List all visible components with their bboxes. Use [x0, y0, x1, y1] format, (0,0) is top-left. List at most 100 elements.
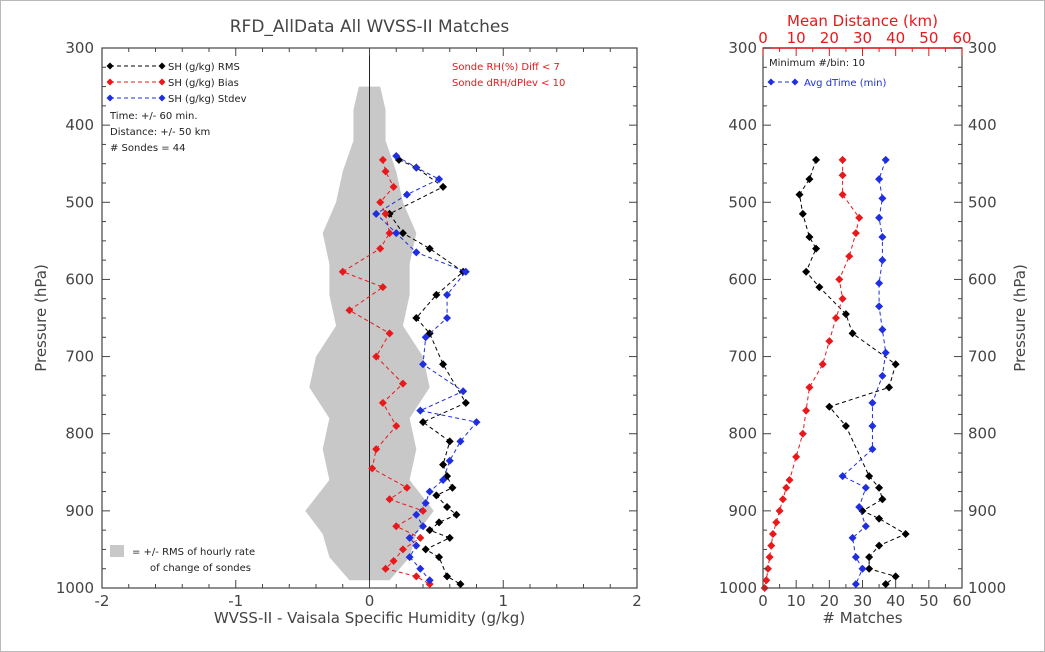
x2-tick-label: 60 — [952, 29, 971, 47]
data-point — [785, 476, 794, 484]
data-point — [851, 553, 860, 562]
data-point — [452, 510, 461, 519]
data-point — [825, 337, 834, 346]
x2-tick-label: 30 — [853, 29, 872, 47]
x-tick-label: 2 — [632, 592, 642, 610]
data-point — [891, 360, 900, 369]
x-tick-label: 50 — [919, 592, 938, 610]
data-point — [841, 310, 850, 319]
band-legend-swatch — [110, 545, 124, 557]
data-point — [878, 256, 887, 265]
data-point — [435, 518, 444, 527]
data-point — [762, 576, 771, 585]
data-point — [818, 360, 827, 369]
x2-tick-label: 50 — [919, 29, 938, 47]
data-point — [443, 572, 452, 581]
data-point — [775, 506, 784, 515]
data-point — [885, 383, 894, 392]
y-tick-label: 1000 — [56, 579, 94, 597]
data-point — [385, 229, 394, 238]
data-point — [412, 541, 421, 550]
data-point — [443, 314, 452, 322]
data-point — [865, 472, 874, 481]
data-point — [372, 445, 381, 454]
data-point — [805, 383, 814, 392]
data-point — [381, 209, 390, 218]
data-point — [855, 213, 864, 222]
data-point — [419, 360, 427, 369]
data-point — [456, 580, 465, 588]
data-point — [435, 175, 444, 184]
x-tick-label: 10 — [787, 592, 806, 610]
x-axis-label: WVSS-II - Vaisala Specific Humidity (g/k… — [214, 609, 525, 627]
data-point — [878, 495, 887, 504]
data-point — [385, 495, 394, 504]
legend-label: Avg dTime (min) — [804, 78, 886, 89]
data-point — [392, 422, 401, 430]
x-tick-label: 60 — [952, 592, 971, 610]
y-tick-label: 900 — [728, 502, 757, 520]
data-point — [901, 530, 910, 538]
data-point — [445, 456, 454, 465]
data-point — [392, 152, 401, 160]
right-legend: Minimum #/bin: 10 Avg dTime (min) — [767, 58, 886, 89]
right-x2-axis-label: Mean Distance (km) — [787, 12, 938, 30]
left-series-layer — [338, 152, 481, 588]
data-point — [461, 398, 470, 407]
x-tick-label: 0 — [758, 592, 768, 610]
data-point — [398, 229, 407, 238]
data-point — [848, 533, 857, 542]
data-point — [416, 564, 425, 573]
x2-tick-label: 40 — [886, 29, 905, 47]
data-point — [838, 294, 847, 303]
data-point — [855, 503, 864, 511]
data-point — [425, 244, 434, 253]
data-point — [795, 190, 804, 199]
data-point — [405, 533, 414, 542]
legend-marker — [158, 62, 166, 70]
data-point — [425, 576, 434, 585]
data-point — [392, 229, 401, 238]
x-tick-label: -1 — [228, 592, 243, 610]
data-point — [838, 155, 847, 164]
right-x-axis-label: # Matches — [822, 609, 902, 627]
data-point — [782, 483, 791, 492]
data-point — [425, 487, 434, 496]
x-tick-label: 20 — [820, 592, 839, 610]
y2-tick-label: 300 — [968, 39, 997, 57]
data-point — [851, 580, 860, 589]
annotation-time: Time: +/- 60 min. — [109, 111, 198, 122]
data-point — [875, 213, 884, 222]
data-point — [439, 182, 448, 191]
data-point — [865, 553, 874, 562]
data-point — [421, 499, 430, 508]
legend-marker — [106, 78, 114, 86]
data-point — [376, 198, 385, 207]
data-point — [456, 437, 465, 446]
y-tick-label: 700 — [728, 348, 757, 366]
y2-tick-label: 900 — [968, 502, 997, 520]
data-point — [402, 190, 411, 199]
y-axis-label: Pressure (hPa) — [32, 264, 50, 372]
data-point — [432, 491, 441, 500]
data-point — [875, 541, 884, 550]
data-point — [372, 209, 381, 218]
data-point — [385, 329, 394, 338]
x-tick-label: 1 — [498, 592, 508, 610]
right-y-axis-label: Pressure (hPa) — [1011, 264, 1029, 372]
data-point — [378, 283, 387, 292]
data-point — [389, 182, 398, 191]
data-point — [845, 252, 854, 261]
data-point — [412, 248, 421, 257]
data-point — [812, 155, 821, 164]
legend-marker — [767, 78, 775, 86]
data-point — [376, 244, 385, 253]
y-tick-label: 500 — [728, 193, 757, 211]
y-tick-label: 800 — [65, 425, 94, 443]
annotation-sondes: # Sondes = 44 — [110, 143, 186, 154]
data-point — [878, 233, 887, 241]
data-point — [778, 495, 787, 504]
